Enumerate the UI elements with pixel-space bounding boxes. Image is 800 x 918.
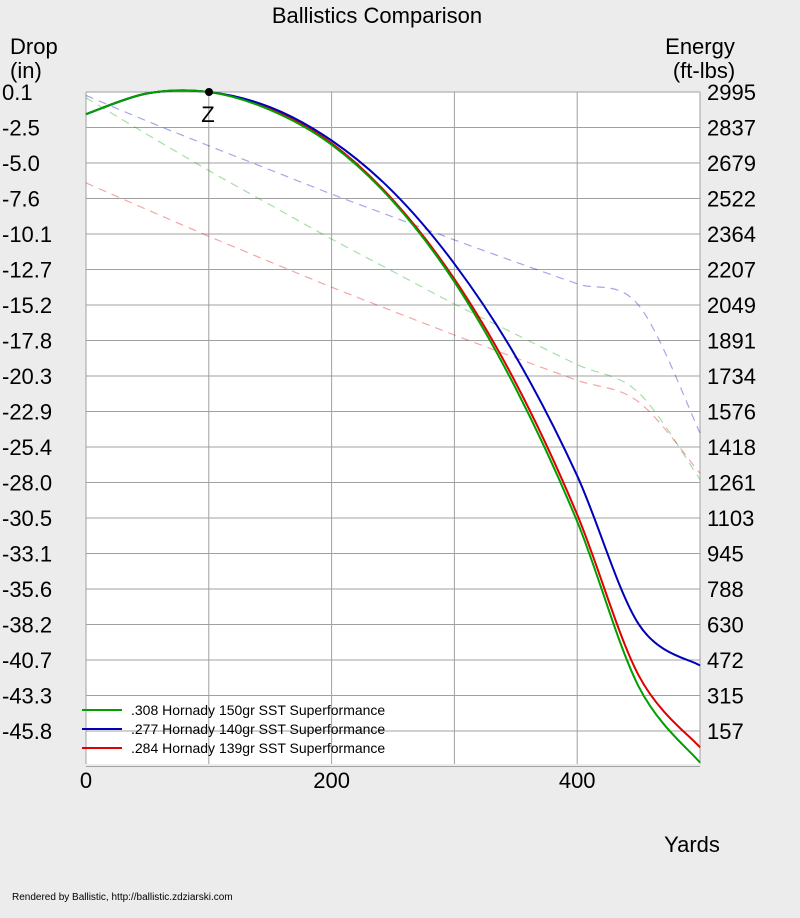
energy-tick-label: 315: [707, 684, 744, 709]
drop-tick-label: -20.3: [2, 364, 52, 389]
energy-line: [85, 182, 701, 474]
drop-tick-label: -45.8: [2, 719, 52, 744]
legend-entry: .284 Hornady 139gr SST Superformance: [131, 740, 385, 756]
drop-tick-label: -7.6: [2, 187, 40, 212]
energy-tick-label: 945: [707, 542, 744, 567]
energy-tick-label: 1734: [707, 364, 756, 389]
left-axis-label-line1: Drop: [10, 34, 58, 59]
drop-tick-label: -2.5: [2, 116, 40, 141]
energy-line: [85, 94, 701, 434]
legend: .308 Hornady 150gr SST Superformance .277…: [82, 702, 385, 756]
energy-tick-label: 2837: [707, 116, 756, 141]
drop-tick-label: -25.4: [2, 435, 52, 460]
credit-text: Rendered by Ballistic, http://ballistic.…: [12, 892, 233, 903]
energy-tick-label: 1576: [707, 400, 756, 425]
x-tick-labels: 0 200 400: [80, 768, 596, 793]
drop-tick-label: -17.8: [2, 329, 52, 354]
drop-tick-label: 0.1: [2, 80, 33, 105]
energy-tick-label: 2679: [707, 151, 756, 176]
energy-tick-labels: 2995283726792522236422072049189117341576…: [707, 80, 756, 744]
chart-title: Ballistics Comparison: [272, 3, 482, 28]
drop-tick-label: -15.2: [2, 293, 52, 318]
right-axis-label-line1: Energy: [665, 34, 735, 59]
drop-tick-label: -22.9: [2, 400, 52, 425]
x-tick-label: 200: [313, 768, 350, 793]
energy-tick-label: 1418: [707, 435, 756, 460]
energy-tick-label: 472: [707, 648, 744, 673]
energy-lines: [85, 94, 701, 480]
legend-entry: .308 Hornady 150gr SST Superformance: [131, 702, 385, 718]
energy-tick-label: 2995: [707, 80, 756, 105]
x-axis-label: Yards: [664, 832, 720, 857]
energy-tick-label: 157: [707, 719, 744, 744]
drop-tick-label: -5.0: [2, 151, 40, 176]
right-axis-label-line2: (ft-lbs): [673, 58, 735, 83]
energy-tick-label: 1103: [707, 506, 754, 531]
energy-tick-label: 1891: [707, 329, 756, 354]
legend-entry: .277 Hornady 140gr SST Superformance: [131, 721, 385, 737]
drop-tick-labels: 0.1 -2.5 -5.0 -7.6 -10.1 -12.7 -15.2 -17.8 -20.3…: [2, 80, 52, 744]
energy-line: [85, 97, 701, 480]
zero-marker-label: Z: [201, 102, 214, 127]
energy-tick-label: 788: [707, 577, 744, 602]
drop-tick-label: -28.0: [2, 471, 52, 496]
drop-tick-label: -35.6: [2, 577, 52, 602]
drop-tick-label: -43.3: [2, 684, 52, 709]
energy-tick-label: 2207: [707, 258, 756, 283]
energy-tick-label: 1261: [707, 471, 756, 496]
drop-tick-label: -40.7: [2, 648, 52, 673]
drop-tick-label: -30.5: [2, 506, 52, 531]
zero-marker: [205, 88, 213, 96]
grid: [85, 91, 701, 767]
energy-tick-label: 630: [707, 613, 744, 638]
plot-area: [86, 92, 700, 764]
drop-tick-label: -12.7: [2, 258, 52, 283]
drop-tick-label: -33.1: [2, 542, 52, 567]
left-axis-label-line2: (in): [10, 58, 42, 83]
energy-tick-label: 2364: [707, 222, 756, 247]
x-tick-label: 400: [559, 768, 596, 793]
x-tick-label: 0: [80, 768, 92, 793]
energy-tick-label: 2049: [707, 293, 756, 318]
drop-tick-label: -38.2: [2, 613, 52, 638]
energy-tick-label: 2522: [707, 187, 756, 212]
drop-tick-label: -10.1: [2, 222, 52, 247]
